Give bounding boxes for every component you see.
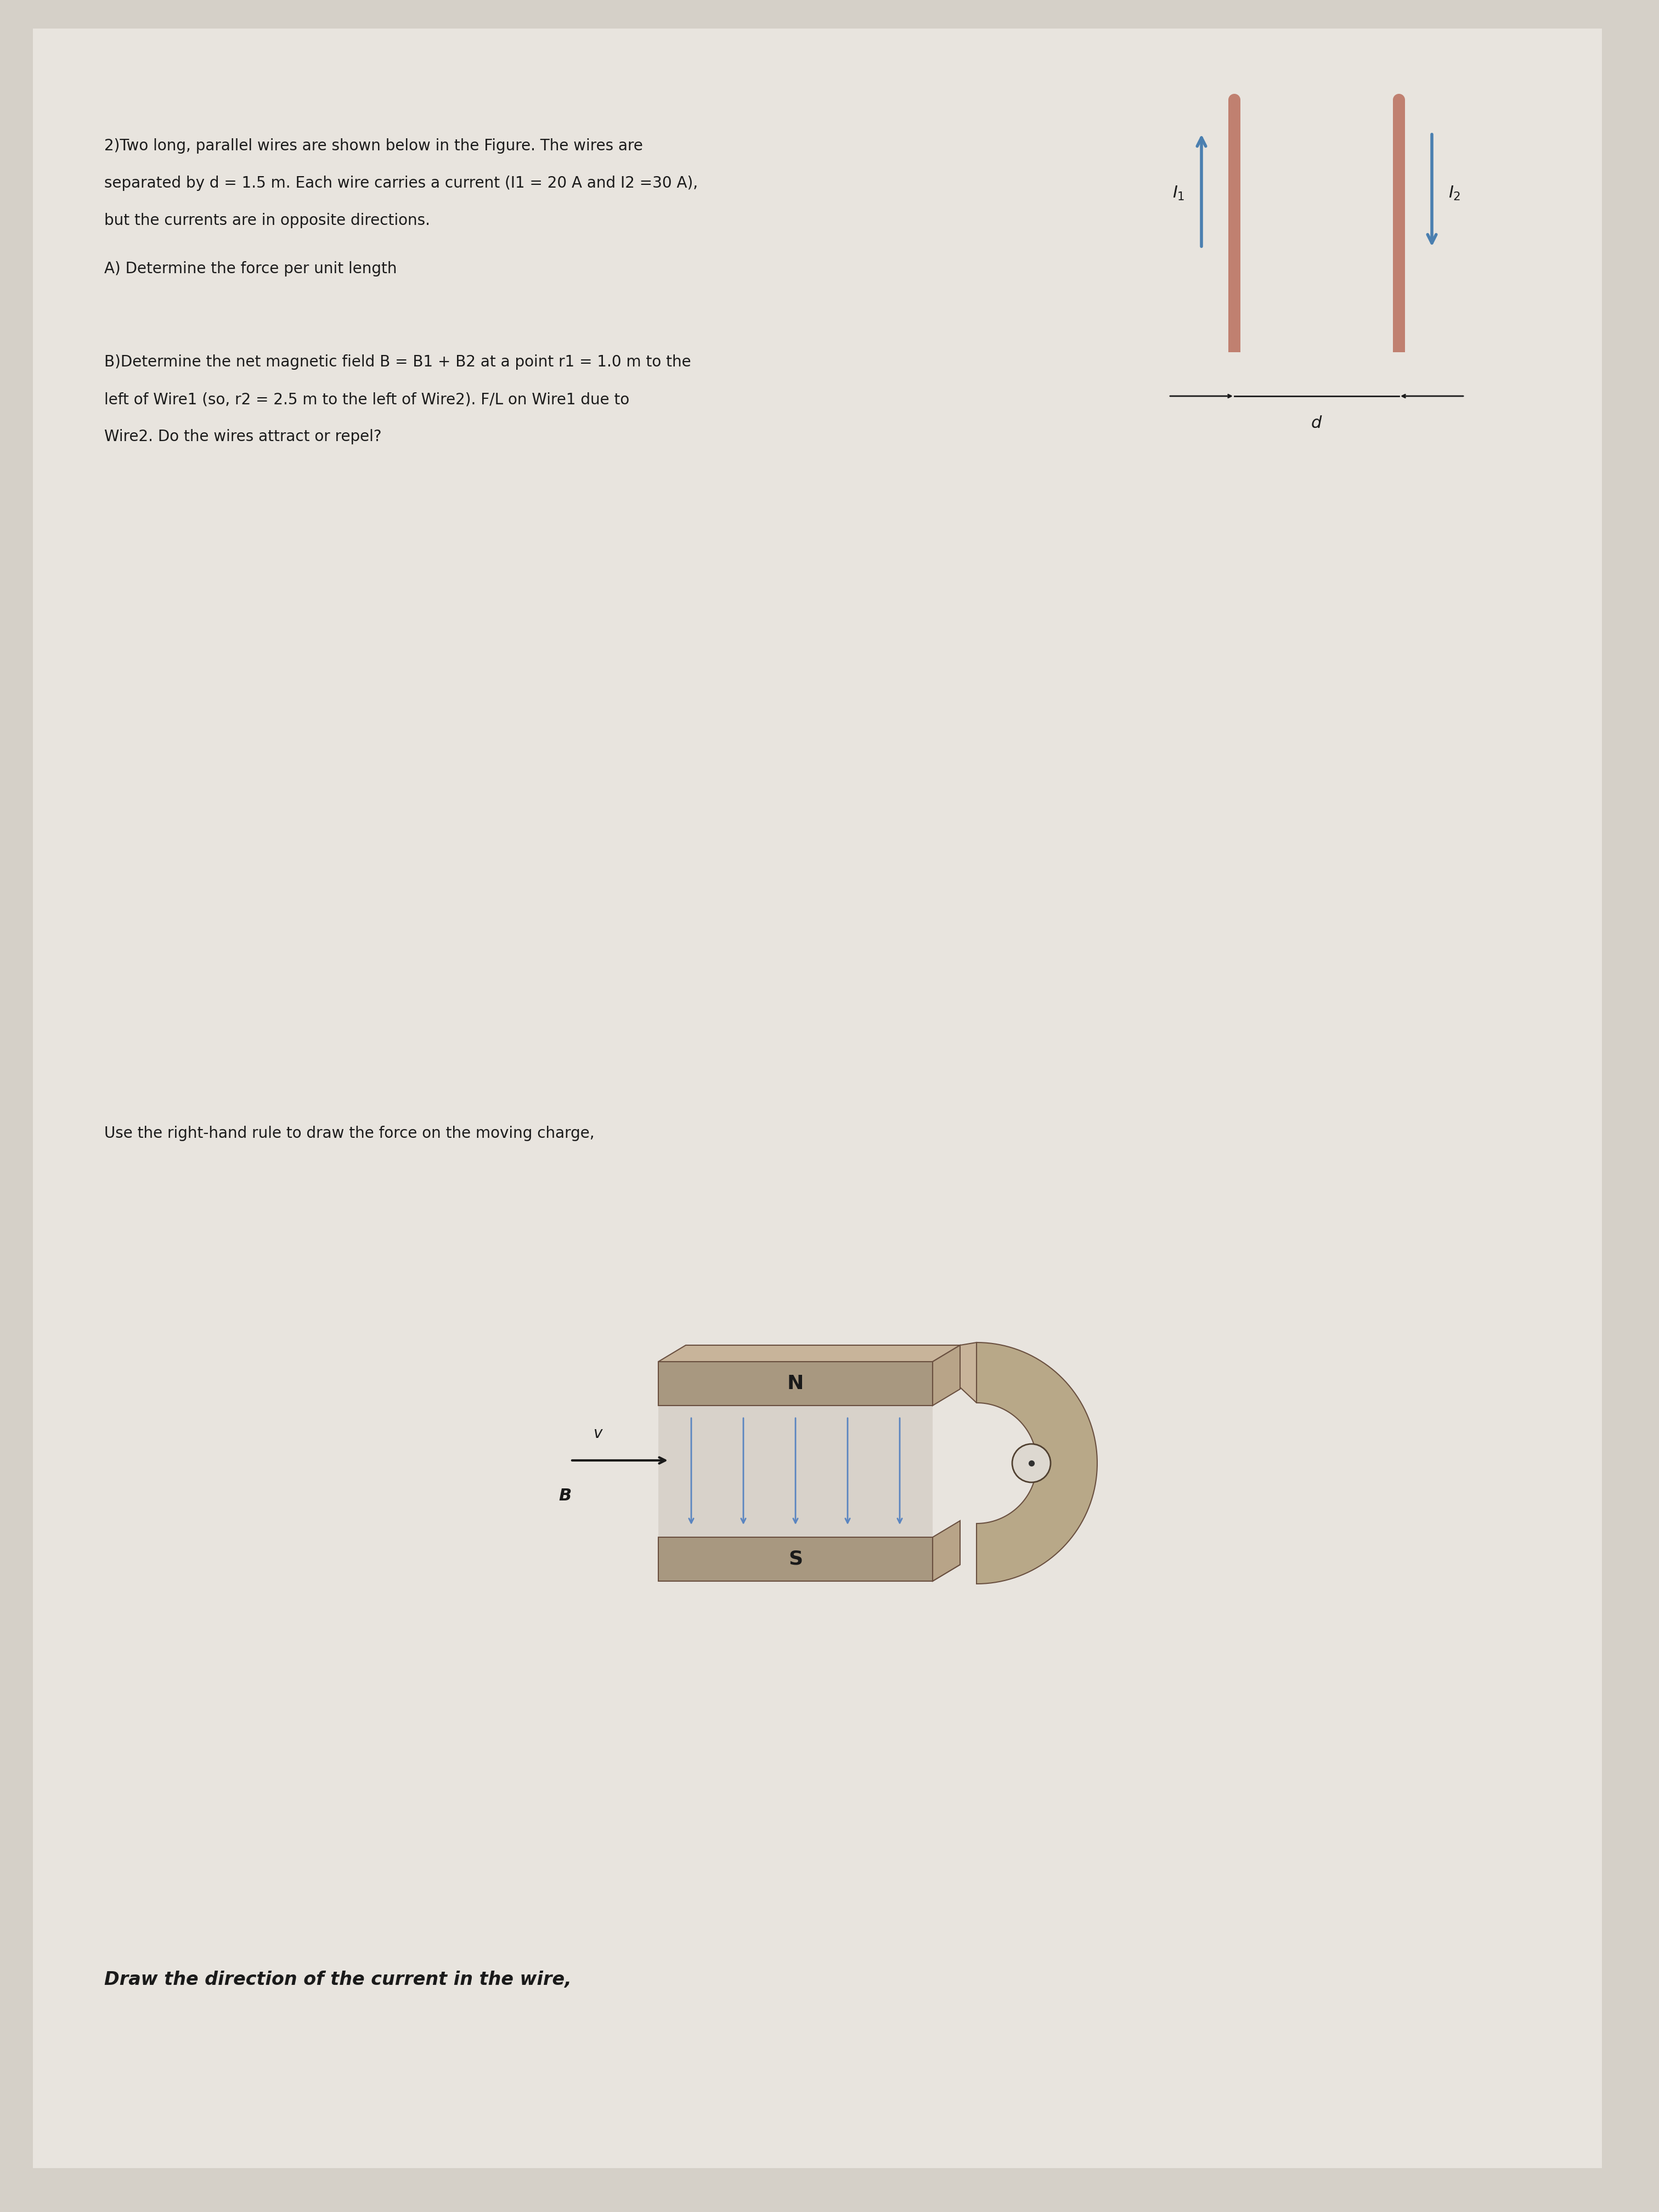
Polygon shape: [659, 1345, 961, 1363]
Text: S: S: [788, 1551, 803, 1568]
Bar: [1394, 100, 1405, 352]
Bar: [1228, 100, 1241, 352]
Polygon shape: [659, 1564, 961, 1582]
Polygon shape: [932, 1345, 961, 1405]
Text: Use the right-hand rule to draw the force on the moving charge,: Use the right-hand rule to draw the forc…: [105, 1126, 594, 1141]
Polygon shape: [932, 1522, 961, 1582]
Text: B)Determine the net magnetic field B = B1 + B2 at a point r1 = 1.0 m to the: B)Determine the net magnetic field B = B…: [105, 354, 692, 369]
Text: v: v: [594, 1427, 602, 1442]
Text: left of Wire1 (so, r2 = 2.5 m to the left of Wire2). F/L on Wire1 due to: left of Wire1 (so, r2 = 2.5 m to the lef…: [105, 392, 629, 407]
Text: $I_1$: $I_1$: [1173, 184, 1185, 201]
Polygon shape: [932, 1343, 977, 1402]
Text: B: B: [559, 1489, 571, 1504]
Text: but the currents are in opposite directions.: but the currents are in opposite directi…: [105, 212, 430, 228]
Text: Wire2. Do the wires attract or repel?: Wire2. Do the wires attract or repel?: [105, 429, 382, 445]
Circle shape: [1012, 1444, 1050, 1482]
Text: $I_2$: $I_2$: [1448, 184, 1460, 201]
Circle shape: [1228, 93, 1241, 106]
Circle shape: [1394, 93, 1405, 106]
FancyBboxPatch shape: [33, 29, 1603, 2168]
Text: 2)Two long, parallel wires are shown below in the Figure. The wires are: 2)Two long, parallel wires are shown bel…: [105, 137, 644, 153]
Bar: [659, 1537, 932, 1582]
Text: separated by d = 1.5 m. Each wire carries a current (I1 = 20 A and I2 =30 A),: separated by d = 1.5 m. Each wire carrie…: [105, 175, 698, 190]
Bar: [659, 1405, 932, 1537]
Text: $d$: $d$: [1311, 416, 1322, 431]
Text: Draw the direction of the current in the wire,: Draw the direction of the current in the…: [105, 1971, 571, 1989]
Bar: [659, 1363, 932, 1405]
Polygon shape: [977, 1343, 1097, 1584]
Text: A) Determine the force per unit length: A) Determine the force per unit length: [105, 261, 397, 276]
Text: N: N: [786, 1374, 805, 1394]
